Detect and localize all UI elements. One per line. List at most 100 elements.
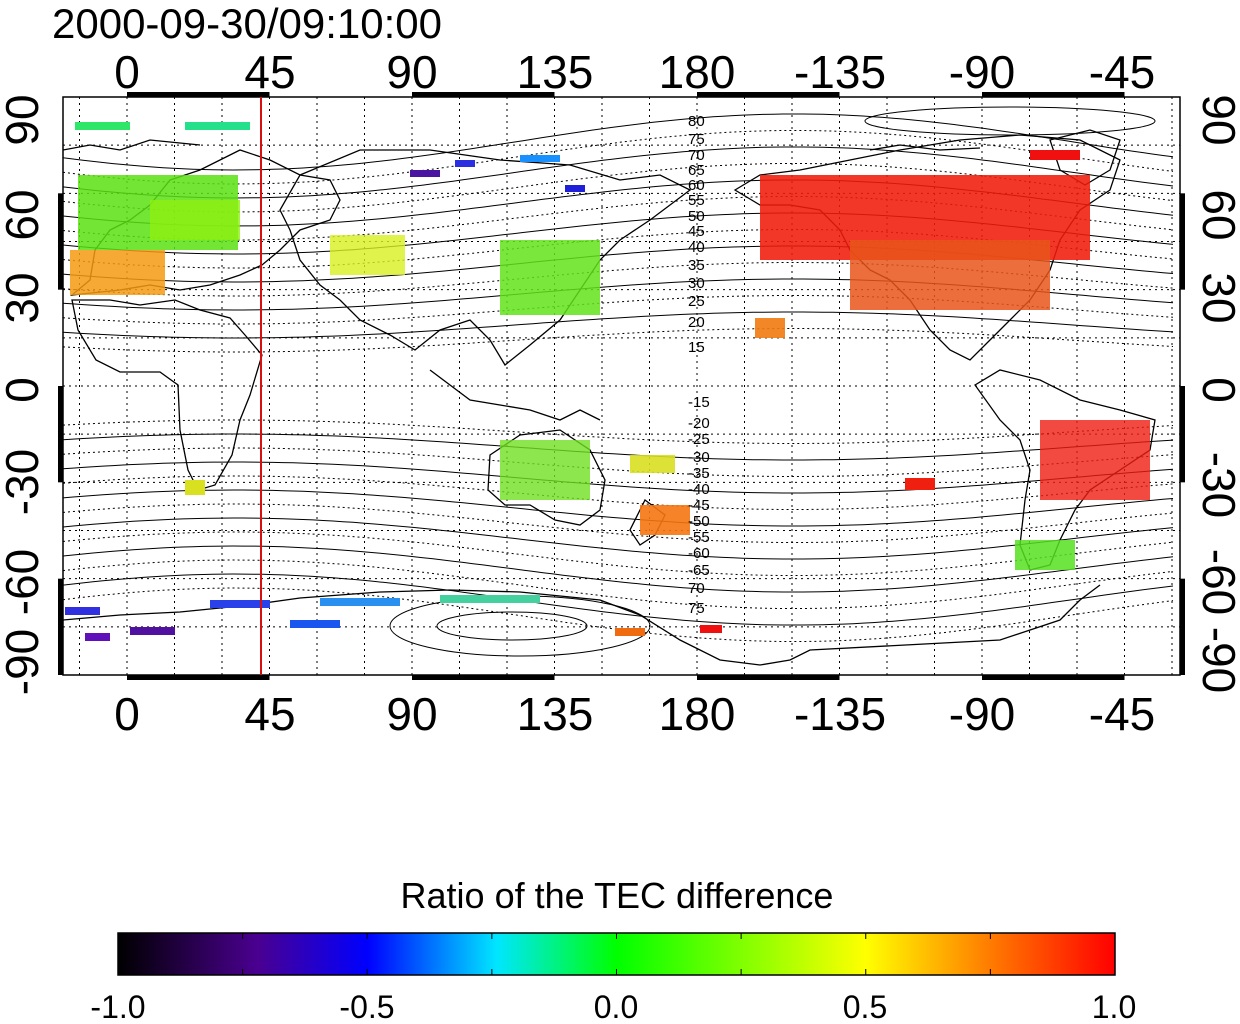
colorbar-title: Ratio of the TEC difference	[401, 875, 834, 916]
lat-labels-right: 90 60 30 0 -30 -60 -90	[1193, 94, 1240, 693]
patch-argentina	[1015, 540, 1075, 570]
magnetic-contour	[63, 113, 1174, 171]
coast-africa	[71, 299, 263, 491]
patch-antarctic-6	[440, 595, 540, 603]
frame-tick-bars	[58, 92, 1185, 680]
contour-label: 65	[688, 162, 705, 179]
coast-south-america	[974, 369, 1156, 571]
contour-label: 40	[688, 239, 705, 256]
patch-australia	[500, 440, 590, 500]
contour-label: -15	[688, 394, 710, 411]
patch-siberia-4	[565, 185, 585, 192]
patch-south-pacific	[905, 478, 935, 490]
magnetic-contour	[63, 229, 1174, 269]
lon-tick-label: 135	[517, 688, 594, 740]
frame-bar-left	[58, 578, 63, 675]
lon-tick-label: 180	[659, 688, 736, 740]
lon-tick-label: -135	[794, 46, 886, 98]
patch-antarctic-9	[615, 628, 645, 636]
patch-china	[500, 240, 600, 315]
contour-label: 50	[688, 208, 705, 225]
patch-siberia-3	[520, 155, 560, 162]
patch-antarctic-2	[130, 627, 175, 635]
lon-tick-label: 45	[244, 688, 295, 740]
magnetic-contour	[63, 461, 1174, 494]
contour-label: 55	[688, 192, 705, 209]
lat-tick-label: 30	[1193, 272, 1240, 323]
colorbar-label: -0.5	[339, 989, 394, 1024]
lon-tick-label: 90	[386, 688, 437, 740]
lat-tick-label: 0	[0, 377, 48, 403]
contour-label: -20	[688, 415, 710, 432]
contour-label: 45	[688, 223, 705, 240]
contour-label: 35	[688, 257, 705, 274]
lon-tick-label: 0	[114, 46, 140, 98]
contour-labels-south: -15 -20 -25 -30 -35 -40 -45 -50 -55 -60 …	[688, 394, 710, 617]
lon-labels-top: 0 45 90 135 180 -135 -90 -45	[114, 46, 1155, 98]
lat-tick-label: -90	[0, 629, 48, 695]
patch-siberia-1	[410, 170, 440, 177]
magnetic-contour	[63, 475, 1174, 510]
lat-tick-label: 30	[0, 272, 48, 323]
patch-africa-south	[185, 480, 205, 495]
contour-label: -55	[688, 529, 710, 546]
magnetic-contour	[63, 531, 1174, 576]
contour-label: 75	[688, 600, 705, 617]
frame-bar-top	[982, 92, 1125, 97]
contour-label: -50	[688, 513, 710, 530]
lon-tick-label: -45	[1089, 46, 1155, 98]
colorbar: Ratio of the TEC difference -1.0 -0.5 0.…	[90, 875, 1136, 1024]
patch-antarctic-1	[65, 607, 100, 615]
frame-bar-right	[1180, 386, 1185, 483]
frame-bar-bottom	[412, 675, 555, 680]
patch-iberia	[70, 250, 165, 295]
lon-labels-bottom: 0 45 90 135 180 -135 -90 -45	[114, 688, 1155, 740]
map-title: 2000-09-30/09:10:00	[52, 0, 442, 47]
frame-bar-top	[697, 92, 840, 97]
colorbar-label: -1.0	[90, 989, 145, 1024]
contour-label: 80	[688, 113, 705, 130]
patch-mid-pacific	[755, 318, 785, 338]
patch-antarctic-3	[210, 600, 270, 608]
patch-east-europe	[150, 200, 240, 240]
contour-label: 70	[688, 580, 705, 597]
magnetic-contour	[63, 196, 1174, 241]
lon-tick-label: -135	[794, 688, 886, 740]
frame-bar-right	[1180, 193, 1185, 290]
tec-data-patches	[65, 122, 1150, 641]
lon-tick-label: -90	[949, 46, 1015, 98]
magnetic-contour	[63, 433, 1174, 461]
lon-tick-label: 180	[659, 46, 736, 98]
colorbar-ticks	[117, 933, 1116, 975]
lat-tick-label: -90	[1193, 627, 1240, 693]
lat-tick-label: -30	[0, 449, 48, 515]
contour-label: 15	[688, 339, 705, 356]
contour-label: -30	[688, 449, 710, 466]
patch-antarctic-8	[700, 625, 722, 633]
colorbar-gradient	[117, 932, 1116, 976]
contour-label: -60	[688, 545, 710, 562]
coast-australia	[487, 429, 606, 526]
contour-label: -45	[688, 497, 710, 514]
patch-greenland-red	[1030, 150, 1080, 160]
magnetic-pole-contour-north	[864, 106, 1156, 136]
magnetic-contour	[63, 419, 1174, 444]
magnetic-contour	[63, 163, 1174, 213]
colorbar-label: 1.0	[1092, 989, 1136, 1024]
magnetic-contour	[63, 447, 1174, 477]
magnetic-pole-contour-south	[436, 611, 588, 641]
coast-southeast-asia	[429, 369, 601, 421]
contour-label: -35	[688, 465, 710, 482]
contour-label: 25	[688, 293, 705, 310]
lat-tick-label: -60	[1193, 549, 1240, 615]
contour-labels-north: 80 75 70 65 60 55 50 45 40 35 30 25 20 1…	[688, 113, 705, 356]
patch-tasman	[630, 455, 675, 473]
map-area: 80 75 70 65 60 55 50 45 40 35 30 25 20 1…	[58, 92, 1185, 680]
frame-bar-top	[412, 92, 555, 97]
frame-bar-bottom	[697, 675, 840, 680]
lat-tick-label: 60	[0, 189, 48, 240]
patch-siberia-2	[455, 160, 475, 167]
frame-bar-bottom	[127, 675, 270, 680]
contour-label: -65	[688, 562, 710, 579]
